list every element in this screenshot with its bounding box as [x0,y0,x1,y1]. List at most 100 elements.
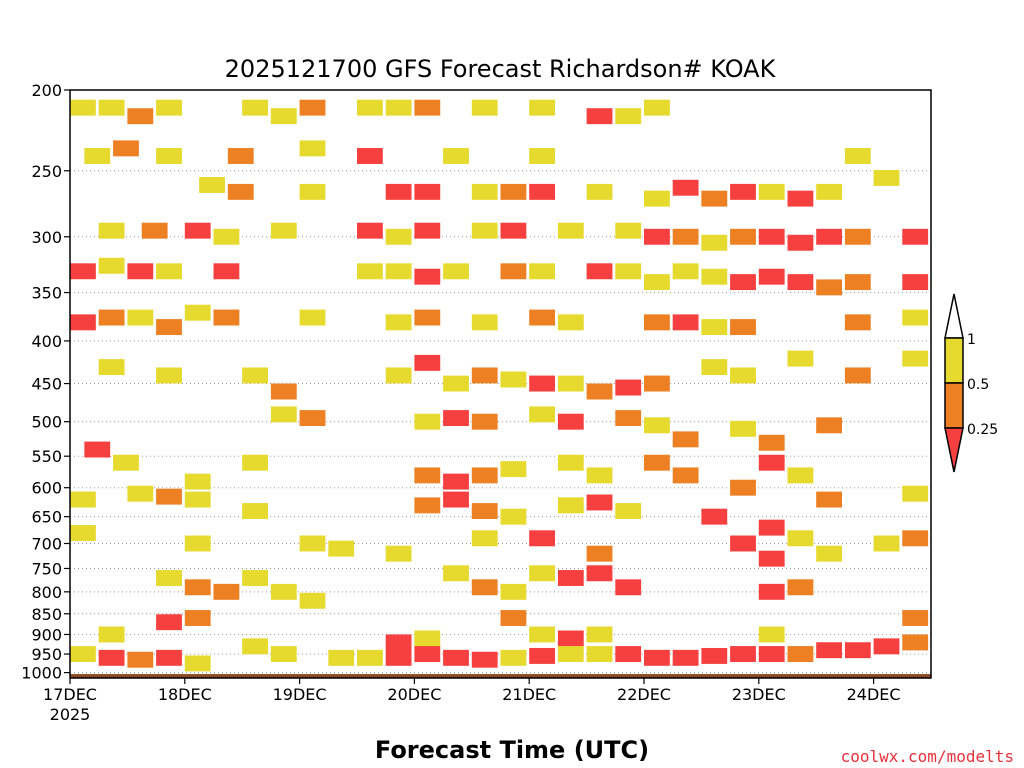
colorbar: 1 0.5 0.25 [944,293,998,473]
y-tick-label-800: 800 [31,583,62,602]
cell-layer [70,99,929,672]
ri-cell-178 [758,550,785,567]
ri-cell-138 [184,473,211,490]
ri-cell-19 [299,140,326,157]
ri-cell-211 [98,649,125,666]
ri-cell-162 [500,508,527,525]
ri-cell-206 [586,626,613,643]
x-tick-label-3: 20DEC [387,685,441,704]
ri-cell-175 [529,530,556,547]
ri-cell-79 [730,274,756,291]
ri-cell-38 [816,183,843,200]
ri-cell-48 [414,222,441,239]
ri-cell-143 [500,461,527,478]
ri-cell-177 [730,535,756,552]
ri-cell-219 [414,646,441,663]
ri-cell-198 [156,614,182,631]
y-tick-label-700: 700 [31,534,62,553]
ri-cell-102 [844,314,871,331]
ri-cell-78 [701,268,728,285]
ri-cell-121 [844,367,871,384]
ri-cell-8 [385,99,412,116]
ri-cell-40 [873,169,900,186]
ri-cell-225 [586,646,613,663]
ri-cell-196 [787,579,814,596]
y-tick-label-600: 600 [31,479,62,498]
ri-cell-231 [758,646,785,663]
ri-cell-7 [357,99,383,116]
ri-cell-203 [500,610,527,626]
ri-cell-46 [357,222,383,239]
colorbar-label-0.5: 0.5 [967,377,989,393]
ri-cell-107 [270,383,297,400]
ground-layer [70,674,931,678]
ri-cell-118 [701,359,728,376]
ri-cell-191 [529,565,556,582]
ri-cell-88 [127,309,154,326]
ri-cell-12 [586,108,613,125]
ri-cell-127 [471,413,498,430]
ri-cell-185 [242,570,269,586]
ri-cell-180 [873,535,900,552]
ri-cell-157 [184,491,211,508]
ri-cell-158 [242,503,269,520]
ri-cell-54 [672,228,699,245]
ri-cell-204 [529,626,556,643]
ri-cell-115 [586,383,613,400]
ri-cell-73 [529,263,556,280]
ri-cell-95 [471,314,498,331]
ri-cell-6 [299,99,326,116]
ri-cell-22 [529,148,556,164]
ri-cell-28 [471,183,498,200]
ri-cell-227 [644,649,670,666]
ri-cell-76 [644,274,670,291]
ri-cell-29 [500,183,527,200]
colorbar-label-0.25: 0.25 [967,422,998,438]
ri-cell-42 [141,222,168,239]
ri-cell-1 [98,99,125,116]
ri-cell-147 [672,467,699,484]
ri-cell-216 [328,649,355,666]
ri-cell-82 [816,279,843,296]
colorbar-bottom-arrow [944,427,964,473]
ri-cell-64 [98,257,125,274]
ri-cell-18 [227,148,254,164]
ri-cell-168 [787,530,814,547]
ri-cell-188 [443,565,469,582]
ri-cell-174 [471,530,498,547]
credit-text: coolwx.com/modelts [841,747,1014,766]
y-tick-label-400: 400 [31,332,62,351]
ri-cell-169 [70,525,96,541]
ri-cell-72 [500,263,527,280]
ri-cell-170 [184,535,211,552]
ri-cell-80 [758,268,785,285]
ri-cell-98 [644,314,670,331]
y-tick-label-850: 850 [31,605,62,624]
ri-cell-224 [557,646,584,663]
ri-cell-112 [500,371,527,388]
ri-cell-117 [644,375,670,392]
colorbar-bin-yellow [944,337,964,384]
ri-cell-215 [270,646,297,663]
ri-cell-187 [299,592,326,609]
ri-cell-151 [816,491,843,508]
ri-cell-200 [242,638,269,655]
ri-cell-16 [113,140,139,157]
ri-cell-119 [730,367,756,384]
ri-cell-100 [701,319,728,336]
ri-cell-58 [787,234,814,251]
ri-cell-69 [385,263,412,280]
y-axis: 200 250 300 350 400 450 500 550 600 650 700 750 800 8… [21,81,70,683]
ri-cell-68 [357,263,383,280]
ri-cell-136 [84,441,111,458]
ri-cell-61 [902,228,929,245]
ri-cell-137 [113,454,139,471]
ri-cell-32 [644,190,670,207]
ri-cell-65 [127,263,154,280]
ri-cell-77 [672,263,699,280]
ri-cell-171 [299,535,326,552]
ri-cell-146 [644,454,670,471]
ri-cell-93 [385,314,412,331]
ri-cell-41 [98,222,125,239]
